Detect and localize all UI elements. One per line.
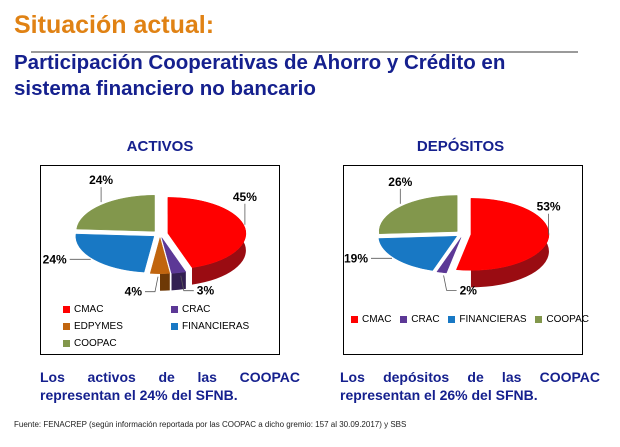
svg-text:24%: 24% — [43, 252, 67, 266]
svg-text:53%: 53% — [537, 200, 561, 214]
svg-text:24%: 24% — [89, 173, 113, 187]
svg-text:3%: 3% — [197, 284, 215, 298]
svg-text:4%: 4% — [125, 285, 143, 299]
svg-text:19%: 19% — [344, 251, 368, 265]
svg-text:2%: 2% — [460, 283, 478, 297]
svg-text:26%: 26% — [388, 175, 412, 189]
svg-text:45%: 45% — [233, 190, 257, 204]
